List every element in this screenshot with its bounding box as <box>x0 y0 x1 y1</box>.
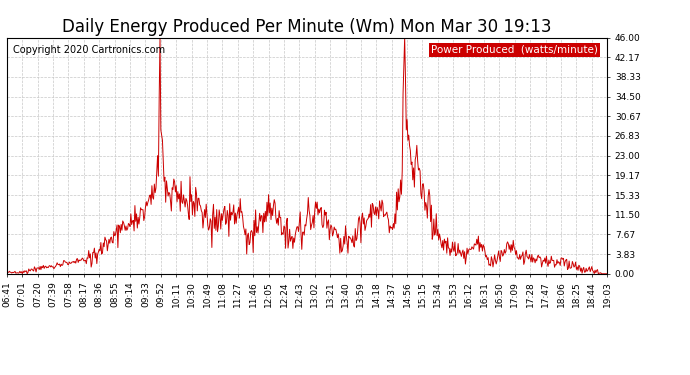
Text: Copyright 2020 Cartronics.com: Copyright 2020 Cartronics.com <box>13 45 165 55</box>
Title: Daily Energy Produced Per Minute (Wm) Mon Mar 30 19:13: Daily Energy Produced Per Minute (Wm) Mo… <box>62 18 552 36</box>
Text: Power Produced  (watts/minute): Power Produced (watts/minute) <box>431 45 598 55</box>
